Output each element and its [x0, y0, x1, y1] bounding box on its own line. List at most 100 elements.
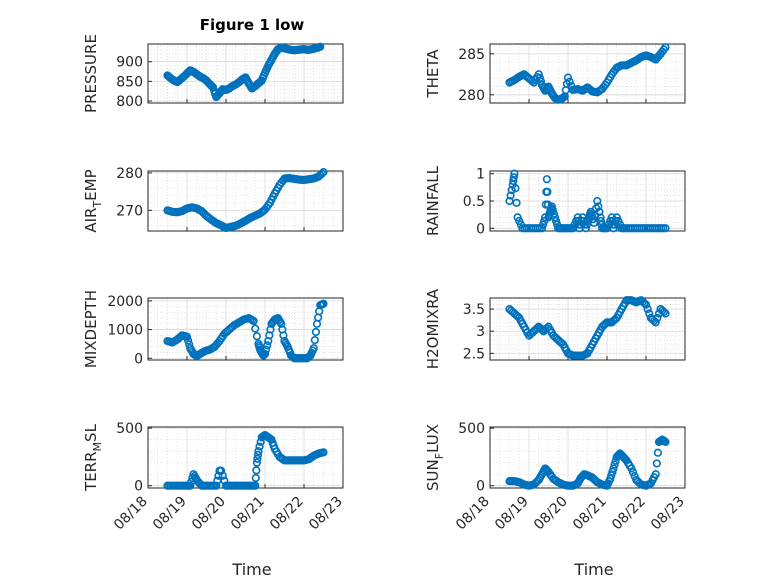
data-point	[505, 196, 514, 206]
x-tick-label: 08/22	[609, 494, 649, 534]
data-point	[512, 198, 521, 207]
figure-title: Figure 1 low	[200, 16, 305, 34]
x-tick-label: 08/19	[150, 494, 190, 534]
y-tick-label: 285	[458, 47, 485, 63]
data-point	[659, 307, 668, 317]
x-tick-label: 08/23	[306, 494, 346, 534]
data-point	[609, 464, 618, 473]
y-axis-label: RAINFALL	[424, 165, 442, 236]
data-point	[509, 176, 518, 186]
data-point	[317, 169, 326, 178]
data-point	[251, 324, 260, 333]
y-tick-label: 0	[134, 351, 143, 367]
data-point	[661, 309, 670, 318]
data-point	[581, 224, 590, 233]
axes-box	[489, 297, 686, 361]
data-point	[251, 481, 260, 490]
y-axis-label: AIRTEMP	[82, 169, 104, 232]
data-point	[565, 77, 574, 86]
y-tick-label: 800	[116, 94, 143, 110]
y-tick-label: 280	[116, 166, 143, 182]
data-point	[506, 191, 515, 200]
data-point	[582, 220, 592, 229]
axes-box	[147, 297, 344, 361]
y-tick-label: 500	[458, 421, 485, 437]
data-point	[510, 169, 519, 178]
data-point	[255, 442, 264, 451]
data-point	[563, 73, 573, 82]
y-axis-label: SUNFLUX	[424, 424, 446, 491]
data-point	[316, 42, 325, 51]
data-point	[252, 458, 261, 467]
y-tick-label: 3	[476, 324, 485, 340]
data-point	[511, 184, 520, 193]
data-point	[547, 202, 556, 211]
x-tick-label: 08/20	[189, 494, 229, 534]
mixdepth-panel: 0 1000 2000 MIXDEPTH	[82, 290, 344, 368]
data-point	[252, 466, 261, 475]
axes-box	[489, 426, 686, 489]
y-axis-label: TERRMSL	[82, 423, 104, 492]
data-point	[537, 325, 547, 334]
data-point	[319, 299, 328, 308]
data-point	[593, 196, 602, 206]
data-point	[594, 202, 603, 211]
data-point	[252, 332, 261, 341]
data-point	[533, 324, 542, 333]
data-point	[550, 213, 560, 222]
data-point	[661, 224, 670, 233]
x-tick-label: 08/21	[570, 494, 610, 534]
data-point	[186, 481, 195, 490]
data-point	[253, 454, 262, 463]
y-tick-label: 1	[476, 167, 485, 183]
x-tick-label: 08/22	[267, 494, 307, 534]
y-tick-label: 0	[476, 479, 485, 495]
data-point	[309, 344, 318, 353]
data-point	[249, 316, 258, 326]
data-point	[207, 82, 217, 91]
data-point	[606, 474, 615, 483]
x-axis-label-left: Time	[231, 560, 271, 579]
data-point	[628, 468, 638, 477]
theta-panel: 280 285 THETA	[424, 43, 686, 104]
data-point	[548, 205, 557, 215]
data-point	[645, 309, 654, 318]
air-temp-panel: 270 280 AIRTEMP	[82, 166, 344, 233]
y-tick-label: 500	[116, 421, 143, 437]
data-point	[217, 466, 226, 475]
sun-flux-panel: 0 500 08/18 08/19 08/20 08/21 08/22 08/23 SUNFLU…	[424, 421, 688, 533]
data-point	[218, 471, 227, 480]
x-tick-label: 08/23	[648, 494, 688, 534]
data-point	[535, 73, 544, 82]
data-point	[610, 460, 619, 469]
y-tick-label: 900	[116, 55, 143, 71]
data-point	[319, 168, 328, 177]
y-tick-label: 270	[116, 203, 143, 219]
data-point	[549, 209, 559, 218]
data-point	[641, 300, 651, 309]
data-point	[596, 216, 606, 226]
y-axis-label: MIXDEPTH	[82, 290, 100, 368]
data-point	[253, 450, 263, 460]
x-tick-label: 08/20	[531, 494, 571, 534]
data-point	[543, 187, 552, 197]
data-point	[651, 470, 660, 479]
y-axis-label: H2OMIXRA	[424, 288, 442, 369]
data-point	[188, 473, 197, 483]
pressure-panel: 800 850 900 PRESSURE	[82, 34, 344, 113]
data-point	[595, 207, 604, 217]
y-axis-label: THETA	[424, 49, 442, 99]
data-point	[620, 453, 629, 463]
y-tick-label: 0	[134, 479, 143, 495]
data-point	[643, 304, 652, 314]
data-point	[651, 318, 660, 327]
data-point	[607, 471, 616, 480]
data-point	[319, 448, 328, 457]
data-point	[311, 327, 321, 337]
data-point	[251, 473, 260, 483]
x-tick-label: 08/19	[492, 494, 532, 534]
data-point	[509, 173, 518, 182]
data-point	[212, 481, 221, 490]
axes-box	[147, 170, 344, 232]
